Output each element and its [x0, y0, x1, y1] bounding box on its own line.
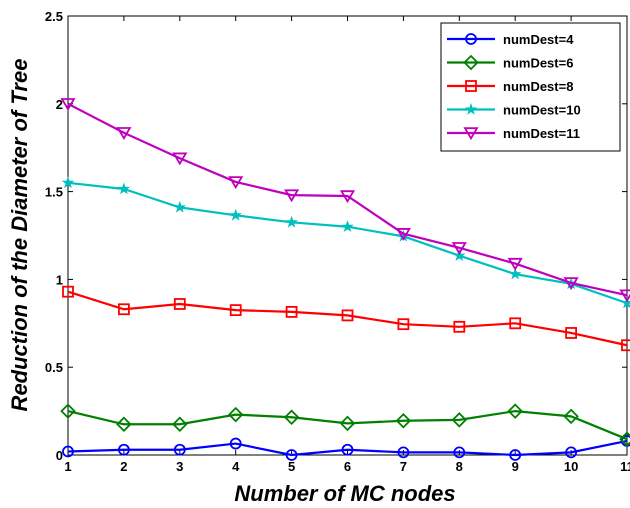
data-point [229, 437, 242, 450]
data-point [463, 127, 479, 141]
y-tick-label: 0.5 [45, 360, 63, 375]
data-point [62, 445, 74, 458]
x-tick-label: 6 [344, 459, 351, 474]
y-tick-label: 1.5 [45, 185, 63, 200]
series-line [67, 102, 628, 297]
y-axis-title: Reduction of the Diameter of Tree [7, 59, 32, 412]
series-numdest-10 [61, 176, 630, 309]
data-point [341, 309, 354, 322]
data-point [229, 304, 242, 317]
data-point [465, 33, 477, 45]
data-point [116, 127, 132, 140]
data-point [117, 182, 131, 195]
series-numdest-6 [60, 403, 630, 447]
axes: 1 2 3 4 5 6 7 8 9 10 11 0 0.5 1 1.5 2 2.5 [45, 9, 630, 474]
data-point [397, 446, 410, 459]
data-point [507, 403, 523, 419]
data-point [172, 416, 188, 433]
data-point [173, 443, 186, 456]
data-point [118, 443, 130, 456]
data-point [565, 446, 577, 459]
legend-label: numDest=8 [503, 79, 573, 94]
data-point [283, 409, 300, 426]
x-tick-label: 9 [512, 459, 519, 474]
data-point [341, 220, 354, 233]
legend-label: numDest=6 [503, 56, 573, 71]
data-point [619, 431, 630, 447]
data-point [229, 208, 242, 221]
data-point [509, 449, 522, 461]
x-tick-label: 10 [564, 459, 578, 474]
data-point [620, 296, 630, 309]
x-tick-label: 4 [232, 459, 240, 474]
legend-item: numDest=4 [447, 32, 574, 47]
x-tick-label: 8 [456, 459, 463, 474]
data-point [228, 176, 244, 190]
data-point [60, 403, 76, 419]
data-point [172, 152, 188, 166]
data-point [451, 242, 467, 255]
y-tick-label: 0 [56, 448, 63, 463]
series-line [67, 439, 628, 457]
data-point [60, 98, 76, 111]
data-point [116, 416, 132, 433]
y-tick-label: 1 [56, 272, 63, 287]
x-tick-label: 11 [620, 459, 630, 474]
x-axis-title: Number of MC nodes [234, 481, 455, 506]
data-point [563, 277, 579, 291]
legend-item: numDest=11 [447, 126, 580, 141]
data-point [62, 285, 74, 298]
data-point [285, 449, 298, 461]
data-point [453, 320, 466, 333]
y-tick-label: 2.5 [45, 9, 63, 24]
legend-label: numDest=11 [503, 126, 580, 141]
data-point [285, 305, 298, 318]
data-point [508, 267, 522, 280]
data-point [397, 318, 410, 331]
legend-item: numDest=6 [447, 54, 573, 71]
data-point [395, 412, 412, 429]
data-point [509, 317, 522, 330]
series-line [67, 409, 628, 441]
x-tick-label: 5 [288, 459, 295, 474]
series-numdest-8 [62, 285, 630, 352]
data-point [339, 190, 356, 204]
series-numdest-4 [62, 435, 630, 461]
data-point [284, 189, 300, 203]
x-tick-label: 2 [120, 459, 127, 474]
data-point [227, 406, 244, 423]
data-point [464, 102, 478, 115]
x-tick-label: 3 [176, 459, 183, 474]
legend-label: numDest=4 [503, 32, 574, 47]
y-tick-label: 2 [56, 97, 63, 112]
data-point [173, 200, 187, 213]
data-point [61, 176, 75, 189]
data-point [621, 339, 630, 352]
data-point [507, 257, 523, 271]
legend-item: numDest=8 [447, 79, 573, 94]
data-point [451, 412, 468, 428]
data-point [339, 415, 356, 432]
data-point [619, 289, 630, 303]
data-point [453, 446, 466, 459]
series-group [60, 98, 630, 461]
data-point [453, 249, 466, 261]
data-point [285, 215, 298, 228]
series-line [67, 290, 628, 347]
data-point [118, 303, 130, 316]
data-point [395, 228, 411, 241]
legend-item: numDest=10 [447, 103, 581, 118]
data-point [173, 298, 186, 310]
x-tick-label: 1 [64, 459, 71, 474]
series-numdest-11 [60, 98, 630, 303]
data-point [563, 408, 579, 425]
legend-label: numDest=10 [503, 103, 581, 118]
legend: numDest=4 numDest=6 numDest=8 numDest=10 num… [440, 22, 621, 152]
data-point [565, 327, 577, 339]
data-point [341, 443, 354, 456]
data-point [463, 54, 479, 71]
x-tick-label: 7 [400, 459, 407, 474]
data-point [465, 80, 477, 92]
